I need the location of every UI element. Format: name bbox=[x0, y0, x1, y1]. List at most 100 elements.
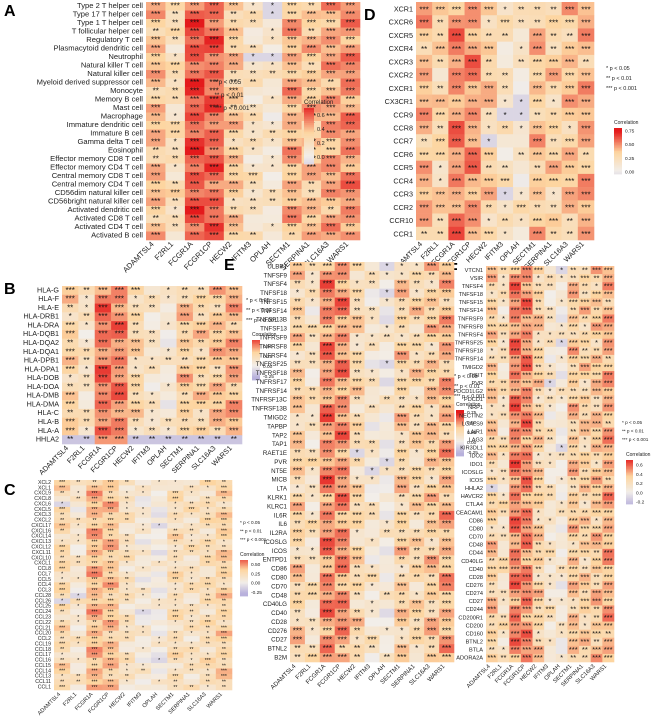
colorbar-segment bbox=[614, 134, 622, 137]
heatmap-cell bbox=[262, 129, 283, 139]
heatmap-cell bbox=[290, 262, 306, 272]
significance-mark: *** bbox=[287, 2, 296, 11]
heatmap-cell bbox=[243, 53, 264, 62]
heatmap-cell bbox=[282, 44, 302, 54]
row-label: TNFSF15 bbox=[459, 300, 483, 306]
significance-mark: *** bbox=[308, 520, 317, 529]
significance-mark: *** bbox=[209, 155, 218, 164]
significance-mark: * bbox=[150, 391, 153, 400]
significance-mark: ** bbox=[172, 10, 178, 19]
colorbar-segment bbox=[252, 340, 260, 342]
heatmap-cell bbox=[223, 214, 244, 224]
significance-mark: * bbox=[158, 523, 160, 529]
significance-mark: ** bbox=[500, 653, 506, 662]
heatmap-cell bbox=[62, 417, 79, 427]
heatmap-cell bbox=[160, 426, 177, 436]
significance-mark: *** bbox=[308, 324, 317, 333]
row-label: TNFSF9 bbox=[264, 272, 288, 279]
row-label: HLA-F bbox=[38, 294, 59, 303]
significance-mark: *** bbox=[442, 582, 451, 591]
heatmap-cell bbox=[151, 582, 168, 588]
row-label: Activated CD4 T cell bbox=[74, 222, 143, 231]
heatmap-cell bbox=[432, 28, 449, 42]
significance-mark: *** bbox=[293, 502, 302, 511]
heatmap-cell bbox=[364, 626, 380, 636]
heatmap-cell bbox=[448, 121, 465, 135]
significance-mark: *** bbox=[209, 146, 218, 155]
heatmap-cell bbox=[321, 78, 341, 88]
significance-mark: ** bbox=[414, 555, 420, 564]
row-label: CD56bright natural killer cell bbox=[48, 197, 143, 206]
significance-mark: *** bbox=[213, 312, 222, 321]
significance-mark: ** bbox=[354, 591, 360, 600]
significance-mark: * bbox=[296, 289, 299, 298]
row-label: TNFSF13B bbox=[256, 317, 287, 324]
heatmap-cell bbox=[146, 87, 166, 96]
colorbar-segment bbox=[252, 365, 260, 368]
row-label: B2M bbox=[274, 655, 287, 662]
heatmap-cell bbox=[379, 448, 395, 458]
heatmap-cell bbox=[340, 223, 361, 232]
heatmap-cell bbox=[301, 223, 322, 232]
heatmap-cell bbox=[184, 78, 205, 88]
heatmap-cell bbox=[184, 180, 205, 190]
heatmap-cell bbox=[176, 329, 194, 339]
heatmap-cell bbox=[70, 625, 87, 632]
colorbar-tick-label: 0.0 bbox=[636, 490, 643, 496]
significance-mark: ** bbox=[429, 511, 435, 520]
heatmap-cell bbox=[394, 262, 410, 272]
heatmap-cell bbox=[94, 391, 112, 401]
significance-mark: *** bbox=[209, 104, 218, 113]
significance-mark: * bbox=[271, 27, 274, 36]
heatmap-cell bbox=[464, 173, 482, 188]
row-label: CD80 bbox=[469, 526, 483, 532]
heatmap-cell bbox=[262, 206, 283, 215]
significance-mark: *** bbox=[196, 356, 205, 365]
significance-mark: *** bbox=[66, 356, 75, 365]
significance-mark: *** bbox=[287, 214, 296, 223]
significance-mark: * bbox=[174, 112, 177, 121]
significance-mark: *** bbox=[323, 386, 332, 395]
heatmap-cell bbox=[151, 663, 168, 669]
heatmap-cell bbox=[151, 620, 168, 626]
heatmap-cell bbox=[165, 214, 186, 224]
significance-mark: *** bbox=[442, 653, 451, 662]
significance-mark: ** bbox=[165, 356, 171, 365]
significance-mark: ** bbox=[354, 440, 360, 449]
heatmap-cell bbox=[225, 417, 243, 427]
significance-mark: ** bbox=[269, 70, 275, 79]
colorbar-segment bbox=[252, 342, 260, 345]
heatmap-cell bbox=[496, 107, 514, 122]
significance-mark: * bbox=[549, 556, 552, 565]
heatmap-cell bbox=[209, 294, 226, 304]
significance-mark: *** bbox=[229, 295, 238, 304]
row-label: HAVCR2 bbox=[461, 494, 483, 500]
significance-mark: ** bbox=[421, 45, 427, 54]
significance-mark: ** bbox=[547, 314, 553, 323]
significance-mark: *** bbox=[190, 146, 199, 155]
heatmap-cell bbox=[379, 582, 395, 592]
significance-mark: *** bbox=[323, 315, 332, 324]
significance-mark: *** bbox=[326, 197, 335, 206]
significance-mark: ** bbox=[547, 613, 553, 622]
heatmap-cell bbox=[209, 286, 226, 296]
significance-mark: * bbox=[77, 539, 79, 545]
significance-mark: *** bbox=[323, 413, 332, 422]
heatmap-cell bbox=[340, 95, 361, 105]
significance-mark: *** bbox=[452, 204, 461, 213]
significance-mark: *** bbox=[151, 121, 160, 130]
significance-mark: *** bbox=[500, 177, 509, 186]
significance-mark: ** bbox=[518, 58, 524, 67]
heatmap-cell bbox=[304, 564, 321, 574]
significance-mark: *** bbox=[436, 111, 445, 120]
significance-mark: ** bbox=[369, 644, 375, 653]
heatmap-cell bbox=[209, 382, 226, 392]
heatmap-cell bbox=[379, 484, 395, 494]
heatmap-cell bbox=[223, 197, 244, 207]
row-label: RAET1E bbox=[263, 450, 287, 457]
heatmap-cell bbox=[282, 27, 302, 37]
significance-mark: *** bbox=[549, 58, 558, 67]
significance-mark: *** bbox=[326, 70, 335, 79]
row-label: CD80 bbox=[271, 575, 287, 582]
significance-mark: *** bbox=[229, 303, 238, 312]
